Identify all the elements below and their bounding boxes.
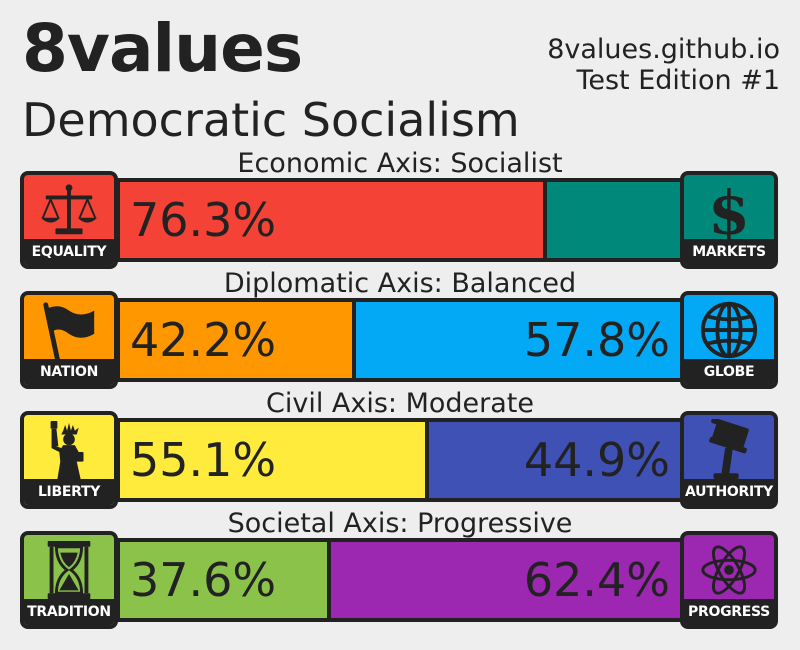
- tradition-segment: 37.6%: [120, 542, 331, 618]
- statue-of-liberty-icon: [50, 420, 84, 480]
- tradition-caption: TRADITION: [24, 599, 114, 625]
- ideology-result: Democratic Socialism: [22, 93, 520, 147]
- globe-percentage: 57.8%: [523, 313, 670, 367]
- progress-caption: PROGRESS: [684, 599, 774, 625]
- economic-axis-bar: 76.3%: [116, 178, 684, 262]
- equality-percentage: 76.3%: [130, 193, 277, 247]
- equality-caption: EQUALITY: [24, 239, 114, 265]
- markets-icon-box: $ MARKETS: [680, 171, 778, 269]
- brand-title: 8values: [22, 10, 303, 87]
- markets-caption: MARKETS: [684, 239, 774, 265]
- svg-text:$: $: [708, 179, 750, 241]
- economic-axis-label: Economic Axis: Socialist: [237, 148, 563, 179]
- tradition-icon-box: TRADITION: [20, 531, 118, 629]
- edition-label: Test Edition #1: [576, 65, 780, 96]
- liberty-segment: 55.1%: [120, 422, 429, 498]
- societal-axis-label: Societal Axis: Progressive: [227, 508, 573, 539]
- tradition-percentage: 37.6%: [130, 553, 277, 607]
- gavel-icon: [709, 419, 749, 480]
- atom-icon: [701, 545, 757, 595]
- nation-percentage: 42.2%: [130, 313, 277, 367]
- liberty-icon-box: LIBERTY: [20, 411, 118, 509]
- authority-segment: 44.9%: [428, 422, 680, 498]
- markets-segment: [547, 182, 680, 258]
- authority-icon-box: AUTHORITY: [680, 411, 778, 509]
- diplomatic-axis-bar: 42.2% 57.8%: [116, 298, 684, 382]
- authority-percentage: 44.9%: [523, 433, 670, 487]
- nation-icon-box: NATION: [20, 291, 118, 389]
- authority-caption: AUTHORITY: [684, 479, 774, 505]
- site-info: 8values.github.io Test Edition #1: [547, 34, 780, 96]
- civil-axis-bar: 55.1% 44.9%: [116, 418, 684, 502]
- globe-icon-box: GLOBE: [680, 291, 778, 389]
- civil-axis-label: Civil Axis: Moderate: [265, 388, 535, 419]
- globe-segment: 57.8%: [356, 302, 680, 378]
- diplomatic-axis-label: Diplomatic Axis: Balanced: [223, 268, 577, 299]
- liberty-percentage: 55.1%: [130, 433, 277, 487]
- equality-segment: 76.3%: [120, 182, 548, 258]
- dollar-icon: $: [708, 179, 750, 241]
- globe-icon: [700, 301, 758, 359]
- nation-caption: NATION: [24, 359, 114, 385]
- liberty-caption: LIBERTY: [24, 479, 114, 505]
- equality-icon-box: EQUALITY: [20, 171, 118, 269]
- progress-percentage: 62.4%: [523, 553, 670, 607]
- flag-icon: [43, 302, 95, 361]
- progress-segment: 62.4%: [330, 542, 680, 618]
- progress-icon-box: PROGRESS: [680, 531, 778, 629]
- scales-icon: [40, 184, 98, 235]
- globe-caption: GLOBE: [684, 359, 774, 385]
- hourglass-icon: [47, 540, 91, 600]
- societal-axis-bar: 37.6% 62.4%: [116, 538, 684, 622]
- nation-segment: 42.2%: [120, 302, 357, 378]
- site-url: 8values.github.io: [547, 34, 780, 65]
